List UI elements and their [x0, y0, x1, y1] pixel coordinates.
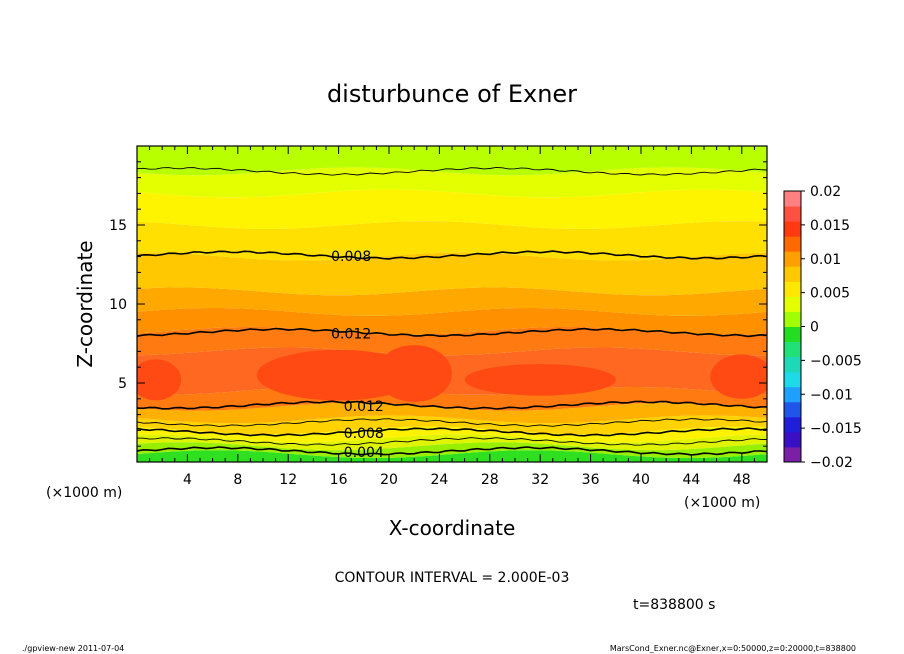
contour-label: 0.012 [344, 399, 384, 415]
band-fill [137, 326, 767, 356]
colorbar-segment [784, 446, 801, 463]
colorbar-segment [784, 326, 801, 343]
max-region [376, 345, 453, 402]
colorbar-segment [784, 266, 801, 282]
contour-label: 0.008 [331, 249, 371, 265]
x-tick-label: 24 [430, 472, 448, 488]
contour-line [137, 437, 767, 446]
contour-lines [137, 166, 767, 456]
contour-line [137, 418, 767, 427]
band-fill [137, 252, 767, 296]
chart-title: disturbunce of Exner [327, 80, 577, 108]
x-tick-label: 8 [233, 472, 242, 488]
colorbar-tick-label: 0 [810, 320, 819, 336]
contour-line [137, 446, 767, 456]
colorbar-segment [784, 386, 801, 403]
colorbar-tick-label: 0.005 [810, 286, 850, 302]
time-label: t=838800 s [633, 597, 715, 613]
colorbar-segment [784, 356, 801, 373]
colorbar-segment [784, 431, 801, 448]
colorbar-segment [784, 251, 801, 267]
x-tick-label: 32 [531, 472, 549, 488]
contour-label: 0.004 [344, 445, 384, 461]
colorbar-segment [784, 416, 801, 433]
x-tick-label: 36 [582, 472, 600, 488]
contour-line [137, 400, 767, 410]
colorbar-segment [784, 206, 801, 222]
contour-interval: CONTOUR INTERVAL = 2.000E-03 [335, 570, 570, 586]
colorbar-tick-label: 0.02 [810, 184, 841, 200]
max-region [137, 359, 182, 401]
band-fill [137, 189, 767, 229]
colorbar-tick-label: −0.02 [810, 455, 853, 471]
colorbar-segment [784, 371, 801, 388]
band-fill [137, 415, 767, 435]
contour-line [137, 250, 767, 260]
colorbar: 0.02 0.015 0.01 0.005 0 −0.005 −0.01 −0.015 −0.0… [783, 184, 862, 471]
colorbar-segment [784, 191, 801, 207]
x-tick-label: 12 [279, 472, 297, 488]
contour-line [137, 166, 767, 176]
x-tick-label: 16 [330, 472, 348, 488]
band-fill [137, 426, 767, 443]
colorbar-segment [784, 311, 801, 327]
x-tick-label: 4 [183, 472, 192, 488]
x-tick-label: 44 [682, 472, 700, 488]
colorbar-tick-label: −0.005 [810, 353, 862, 369]
max-region [710, 354, 767, 399]
band-fill [137, 402, 767, 424]
y-tick-label: 10 [109, 297, 127, 313]
colorbar-tick-label: 0.01 [810, 252, 841, 268]
band-fill [137, 146, 767, 176]
x-tick-label: 40 [632, 472, 650, 488]
band-fill [137, 287, 767, 316]
y-tick-label: 5 [118, 376, 127, 392]
x-tick-label: 28 [481, 472, 499, 488]
x-axis-label: X-coordinate [389, 516, 516, 540]
band-fill [137, 167, 767, 198]
colorbar-segment [784, 221, 801, 237]
x-unit-left: (×1000 m) [46, 485, 122, 501]
max-region [464, 364, 616, 396]
x-tick-label: 20 [380, 472, 398, 488]
contour-line [137, 427, 767, 437]
band-fill [137, 221, 767, 261]
band-fill [137, 434, 767, 451]
contour-labels: 0.008 0.012 0.012 0.008 0.004 [331, 249, 384, 461]
y-tick-label: 15 [109, 218, 127, 234]
colorbar-segment [784, 281, 801, 297]
colorbar-segment [784, 341, 801, 358]
contour-line [137, 327, 767, 338]
footer-right: MarsCond_Exner.nc@Exner,x=0:50000,z=0:20… [610, 644, 856, 653]
band-fill [137, 450, 767, 462]
colorbar-tick-label: −0.015 [810, 421, 862, 437]
y-axis-label: Z-coordinate [73, 240, 97, 367]
x-tick-label: 48 [733, 472, 751, 488]
x-unit-right: (×1000 m) [684, 495, 760, 511]
colorbar-tick-label: 0.015 [810, 218, 850, 234]
colorbar-tick-label: −0.01 [810, 387, 853, 403]
contour-label: 0.008 [344, 426, 384, 442]
footer-left: ./gpview-new 2011-07-04 [22, 644, 124, 653]
contour-label: 0.012 [331, 326, 371, 342]
colorbar-segment [784, 236, 801, 252]
colorbar-segment [784, 296, 801, 312]
colorbar-segment [784, 401, 801, 418]
